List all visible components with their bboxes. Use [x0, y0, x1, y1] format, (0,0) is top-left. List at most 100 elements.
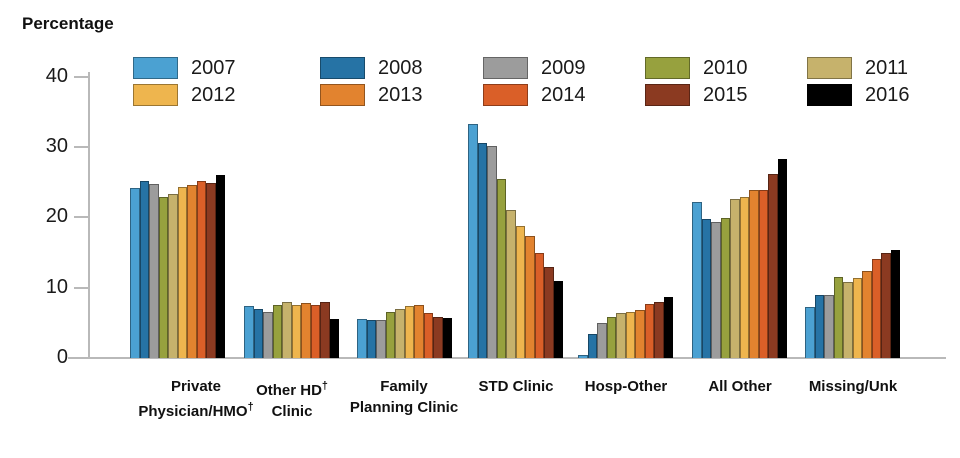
y-tick-label-30: 30 [45, 134, 68, 157]
bar-2011 [168, 194, 178, 358]
bar-2016 [329, 319, 339, 358]
legend-item-2008: 2008 [320, 56, 423, 79]
bar-2013 [525, 236, 535, 358]
bar-2012 [404, 305, 414, 358]
y-tick-20 [74, 216, 88, 219]
y-tick-label-10: 10 [45, 275, 68, 298]
bar-2007 [244, 305, 254, 358]
bar-2012 [852, 277, 862, 358]
bar-2013 [749, 189, 759, 358]
legend-label-2007: 2007 [191, 56, 236, 79]
category-label-7: Missing/Unk [808, 378, 898, 395]
legend-swatch-2010 [645, 56, 690, 79]
legend-swatch-2015 [645, 83, 690, 106]
bar-2010 [272, 305, 282, 358]
legend-column-2: 2008 2013 [320, 56, 423, 106]
category-label-4: STD Clinic [478, 378, 554, 395]
bar-2014 [423, 312, 433, 358]
bar-2012 [625, 311, 635, 358]
y-axis-line [88, 72, 90, 359]
category-label-1: Private Physician/HMO† [138, 378, 254, 420]
legend-swatch-2013 [320, 83, 365, 106]
bar-group-2 [244, 301, 339, 358]
bar-group-3 [357, 305, 452, 358]
y-tick-30 [74, 145, 88, 148]
y-axis-title: Percentage [22, 14, 114, 33]
bar-2007 [805, 306, 815, 358]
bar-2009 [263, 311, 273, 358]
legend-label-2012: 2012 [191, 83, 236, 106]
bar-2011 [843, 282, 853, 358]
bar-2007 [692, 201, 702, 358]
bar-2010 [158, 196, 168, 358]
legend-column-1: 2007 2012 [133, 56, 236, 106]
legend-item-2011: 2011 [807, 56, 910, 79]
legend-label-2009: 2009 [541, 56, 586, 79]
bar-2016 [663, 296, 673, 358]
bar-2011 [616, 312, 626, 358]
bar-2008 [477, 143, 487, 358]
bar-2015 [206, 182, 216, 358]
bar-2014 [196, 180, 206, 358]
bar-2012 [177, 187, 187, 358]
category-label-6: All Other [708, 378, 772, 395]
bar-2015 [433, 316, 443, 358]
bar-2009 [149, 184, 159, 358]
legend-item-2016: 2016 [807, 83, 910, 106]
y-tick-0 [74, 357, 88, 359]
bar-2014 [871, 258, 881, 358]
bar-2014 [758, 189, 768, 358]
bar-2011 [506, 210, 516, 358]
bar-2012 [515, 225, 525, 358]
legend-label-2008: 2008 [378, 56, 423, 79]
bar-2008 [253, 309, 263, 358]
bar-2011 [282, 302, 292, 358]
bar-2007 [130, 188, 140, 358]
bar-2008 [366, 320, 376, 358]
bar-2008 [701, 219, 711, 358]
bar-2010 [385, 312, 395, 358]
legend-item-2014: 2014 [483, 83, 586, 106]
legend-label-2015: 2015 [703, 83, 748, 106]
bar-2012 [291, 305, 301, 358]
x-axis-line [68, 357, 946, 359]
bar-group-4 [468, 124, 563, 358]
bar-2012 [739, 196, 749, 358]
legend-item-2010: 2010 [645, 56, 748, 79]
legend-swatch-2016 [807, 83, 852, 106]
bar-2010 [606, 317, 616, 358]
bar-2015 [881, 253, 891, 358]
bar-group-1 [130, 175, 225, 358]
bar-2011 [395, 308, 405, 358]
bar-2015 [654, 301, 664, 358]
bar-2014 [644, 303, 654, 358]
bar-2009 [487, 145, 497, 358]
y-tick-40 [74, 75, 88, 78]
bar-2013 [187, 184, 197, 358]
bar-2014 [310, 305, 320, 358]
y-tick-label-0: 0 [56, 346, 68, 368]
legend-swatch-2007 [133, 56, 178, 79]
bar-2010 [496, 179, 506, 358]
legend-item-2007: 2007 [133, 56, 236, 79]
bar-2008 [587, 334, 597, 358]
bar-2010 [720, 218, 730, 358]
y-tick-10 [74, 286, 88, 289]
bar-group-6 [692, 158, 787, 358]
bar-2009 [376, 320, 386, 358]
legend-label-2016: 2016 [865, 83, 910, 106]
legend-item-2012: 2012 [133, 83, 236, 106]
legend-swatch-2012 [133, 83, 178, 106]
bar-2015 [768, 174, 778, 358]
bar-2008 [139, 180, 149, 358]
bar-2007 [468, 124, 478, 358]
bar-2007 [357, 318, 367, 358]
y-tick-label-20: 20 [45, 205, 68, 228]
bar-group-7 [805, 249, 900, 358]
legend-item-2015: 2015 [645, 83, 748, 106]
bar-2013 [635, 310, 645, 358]
legend-label-2014: 2014 [541, 83, 586, 106]
bar-2007 [578, 355, 588, 358]
y-tick-label-40: 40 [45, 64, 68, 87]
